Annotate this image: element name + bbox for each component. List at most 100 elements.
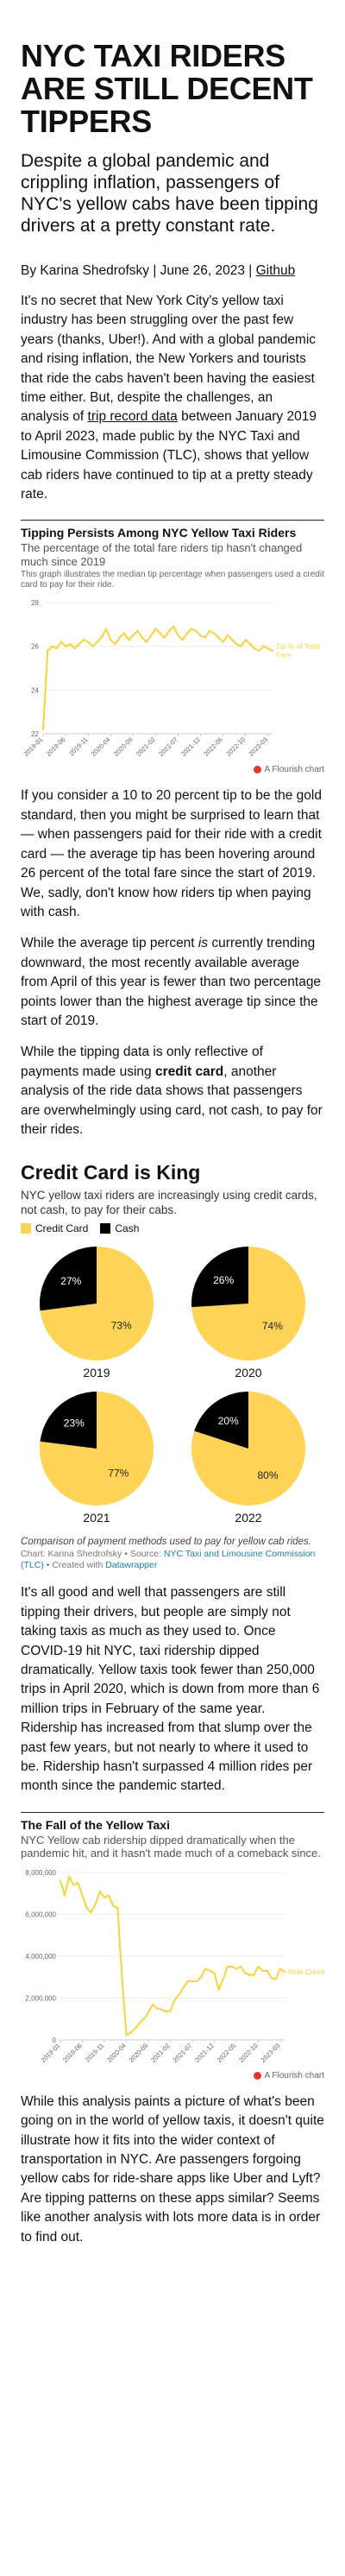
data-point[interactable] [217,1988,220,1991]
data-point[interactable] [82,639,85,641]
data-point[interactable] [163,636,166,640]
data-point[interactable] [230,639,234,641]
pie-slice-credit-card[interactable] [39,1392,154,1506]
data-point[interactable] [169,2010,172,2012]
data-point[interactable] [114,643,116,646]
data-point[interactable] [134,2027,136,2030]
data-point[interactable] [86,641,90,644]
data-point[interactable] [243,1972,247,1974]
data-point[interactable] [167,630,171,633]
data-point[interactable] [72,1884,75,1886]
data-point[interactable] [100,636,104,640]
pie-source-link[interactable]: NYC Taxi and Limousine Commission (TLC) [21,1549,316,1571]
data-point[interactable] [147,2011,150,2014]
data-point[interactable] [177,635,179,637]
data-point[interactable] [159,632,161,635]
tip-chart-credit[interactable]: A Flourish chart [21,765,324,774]
data-point[interactable] [116,1906,119,1910]
series-line[interactable] [60,1875,285,2036]
data-point[interactable] [96,641,98,644]
data-point[interactable] [172,626,175,628]
data-point[interactable] [267,647,269,650]
data-point[interactable] [266,1969,268,1973]
data-point[interactable] [91,645,94,648]
github-link[interactable]: Github [255,263,296,278]
data-point[interactable] [226,1965,229,1968]
data-point[interactable] [209,1969,211,1973]
data-point[interactable] [248,1973,251,1976]
data-point[interactable] [173,1998,176,2001]
data-point[interactable] [190,628,193,631]
data-point[interactable] [262,645,265,648]
tip-line-chart[interactable]: 22 24 26 28 2019-01 2019-06 2019-11 2020-04 2020… [21,594,324,763]
data-point[interactable] [235,1967,238,1970]
data-point[interactable] [151,2003,154,2005]
pie-chart[interactable]: 77% 23% [36,1388,157,1509]
data-point[interactable] [195,630,198,633]
series-line[interactable] [42,626,273,730]
data-point[interactable] [208,630,211,633]
data-point[interactable] [226,635,229,637]
data-point[interactable] [60,641,63,644]
data-point[interactable] [222,1978,224,1980]
data-point[interactable] [195,1979,198,1983]
data-point[interactable] [127,639,130,641]
data-point[interactable] [244,639,247,641]
data-point[interactable] [248,643,252,646]
data-point[interactable] [41,729,45,731]
data-point[interactable] [204,636,206,640]
data-point[interactable] [279,1967,282,1970]
pie-slice-credit-card[interactable] [191,1392,305,1506]
data-point[interactable] [103,1896,106,1899]
data-point[interactable] [129,2031,132,2034]
data-point[interactable] [110,639,112,641]
data-point[interactable] [182,1986,185,1989]
data-point[interactable] [125,2033,128,2036]
data-point[interactable] [165,2010,167,2013]
data-point[interactable] [212,632,216,635]
data-point[interactable] [141,636,143,640]
pie-slice-credit-card[interactable] [40,1247,154,1361]
data-point[interactable] [240,645,242,648]
trip-record-data-link[interactable]: trip record data [87,409,178,425]
data-point[interactable] [118,636,121,640]
data-point[interactable] [239,1965,242,1968]
pie-chart[interactable]: 80% 20% [188,1388,309,1509]
data-point[interactable] [181,639,184,641]
data-point[interactable] [217,636,220,640]
data-point[interactable] [261,1969,264,1973]
data-point[interactable] [78,643,80,646]
ride-line-chart[interactable]: 0 2,000,000 4,000,000 6,000,000 8,000,000 201… [21,1864,324,2069]
ride-chart-credit[interactable]: A Flourish chart [21,2071,324,2080]
data-point[interactable] [191,1979,194,1983]
data-point[interactable] [253,1973,255,1976]
data-point[interactable] [132,635,135,637]
data-point[interactable] [283,1970,286,1973]
data-point[interactable] [47,650,49,653]
data-point[interactable] [51,645,53,648]
data-point[interactable] [258,650,260,653]
data-point[interactable] [59,1879,62,1882]
data-point[interactable] [81,1894,84,1897]
data-point[interactable] [213,1972,216,1974]
data-point[interactable] [111,1904,115,1907]
data-point[interactable] [98,1890,102,1892]
data-point[interactable] [204,1967,207,1970]
data-point[interactable] [230,1965,234,1968]
data-point[interactable] [69,643,72,646]
data-point[interactable] [185,632,189,635]
data-point[interactable] [257,1965,260,1968]
data-point[interactable] [55,647,58,650]
data-point[interactable] [186,1979,190,1983]
data-point[interactable] [271,650,274,653]
pie-slice-cash[interactable] [40,1392,97,1449]
data-point[interactable] [73,647,76,650]
data-point[interactable] [149,635,153,637]
pie-slice-cash[interactable] [191,1247,248,1308]
data-point[interactable] [160,2008,163,2011]
data-point[interactable] [77,1881,79,1885]
data-point[interactable] [199,1975,203,1979]
data-point[interactable] [155,2007,159,2010]
data-point[interactable] [142,2017,146,2020]
datawrapper-link[interactable]: Datawrapper [105,1560,158,1571]
